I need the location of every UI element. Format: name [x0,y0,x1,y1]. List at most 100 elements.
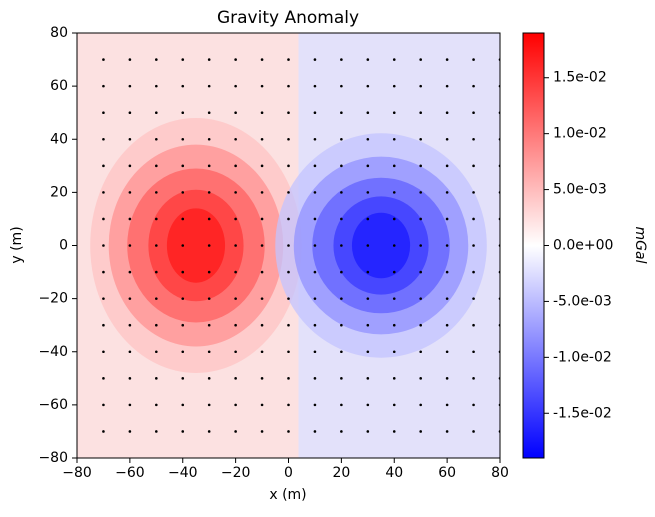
receiver [102,323,105,327]
colorbar-tick-label: 0.0e+00 [553,238,613,254]
receiver [207,58,211,61]
receiver [207,164,211,168]
receiver [155,403,158,407]
x-tick-label: 60 [438,465,456,481]
receiver [366,137,370,141]
y-tick-label: −60 [38,397,68,413]
receiver [102,403,105,407]
receiver [392,217,396,221]
receiver [366,164,370,168]
receiver [155,430,158,433]
colorbar-tick-label: 5.0e-03 [553,182,607,198]
y-tick-label: 60 [50,78,68,94]
receiver [128,297,132,300]
receiver [181,164,185,168]
receiver [128,191,132,194]
receiver [155,297,158,300]
receiver [207,111,211,114]
x-tick-label: 20 [332,465,350,481]
receiver [181,377,185,380]
receiver [392,84,396,88]
receiver [102,84,105,88]
receiver [419,244,422,247]
receiver [234,111,237,114]
receiver [340,297,343,300]
receiver [287,164,290,168]
receiver [340,84,343,88]
receiver [445,430,449,433]
receiver [340,137,343,141]
receiver [128,403,132,407]
receiver [155,217,158,221]
colorbar-tick-label: 1.5e-02 [553,70,607,86]
receiver [260,164,264,168]
receiver [472,164,475,168]
receiver [366,297,370,300]
receiver [234,244,237,247]
receiver [181,191,185,194]
x-tick-label: 40 [385,465,403,481]
receiver [313,191,317,194]
receiver [313,137,317,141]
receiver [260,377,264,380]
receiver [207,403,211,407]
receiver [102,58,105,61]
receiver [419,58,422,61]
receiver [472,244,475,247]
receiver [445,403,449,407]
receiver [260,297,264,300]
receiver [181,350,185,354]
receiver [445,350,449,354]
receiver [445,191,449,194]
receiver [419,270,422,274]
x-tick-label: −40 [168,465,198,481]
receiver [340,164,343,168]
receiver [445,244,449,247]
receiver [313,350,317,354]
receiver [366,270,370,274]
receiver [260,58,264,61]
receiver [445,377,449,380]
receiver [392,323,396,327]
receiver [234,403,237,407]
receiver [472,323,475,327]
receiver [181,111,185,114]
receiver [102,297,105,300]
receiver [155,164,158,168]
receiver [445,137,449,141]
y-tick-label: −80 [38,450,68,466]
receiver [392,297,396,300]
receiver [181,217,185,221]
receiver [472,58,475,61]
receiver [472,430,475,433]
receiver [445,58,449,61]
receiver [419,191,422,194]
receiver [472,403,475,407]
y-tick-label: −40 [38,344,68,360]
colorbar [522,32,545,459]
chart-title: Gravity Anomaly [217,8,359,28]
receiver [155,244,158,247]
receiver [366,377,370,380]
receiver [366,58,370,61]
receiver [234,350,237,354]
receiver [128,137,132,141]
receiver [155,323,158,327]
receiver [313,377,317,380]
receiver [102,270,105,274]
colorbar-label: mGal [632,227,648,264]
receiver [128,244,132,247]
y-tick-label: −20 [38,291,68,307]
receiver [287,217,290,221]
y-tick-label: 80 [50,25,68,41]
receiver [419,377,422,380]
receiver [207,217,211,221]
y-axis-label: y (m) [9,226,25,263]
receiver [287,137,290,141]
receiver [260,270,264,274]
receiver [260,244,264,247]
receiver [472,137,475,141]
receiver [128,430,132,433]
receiver [128,217,132,221]
receiver [366,430,370,433]
